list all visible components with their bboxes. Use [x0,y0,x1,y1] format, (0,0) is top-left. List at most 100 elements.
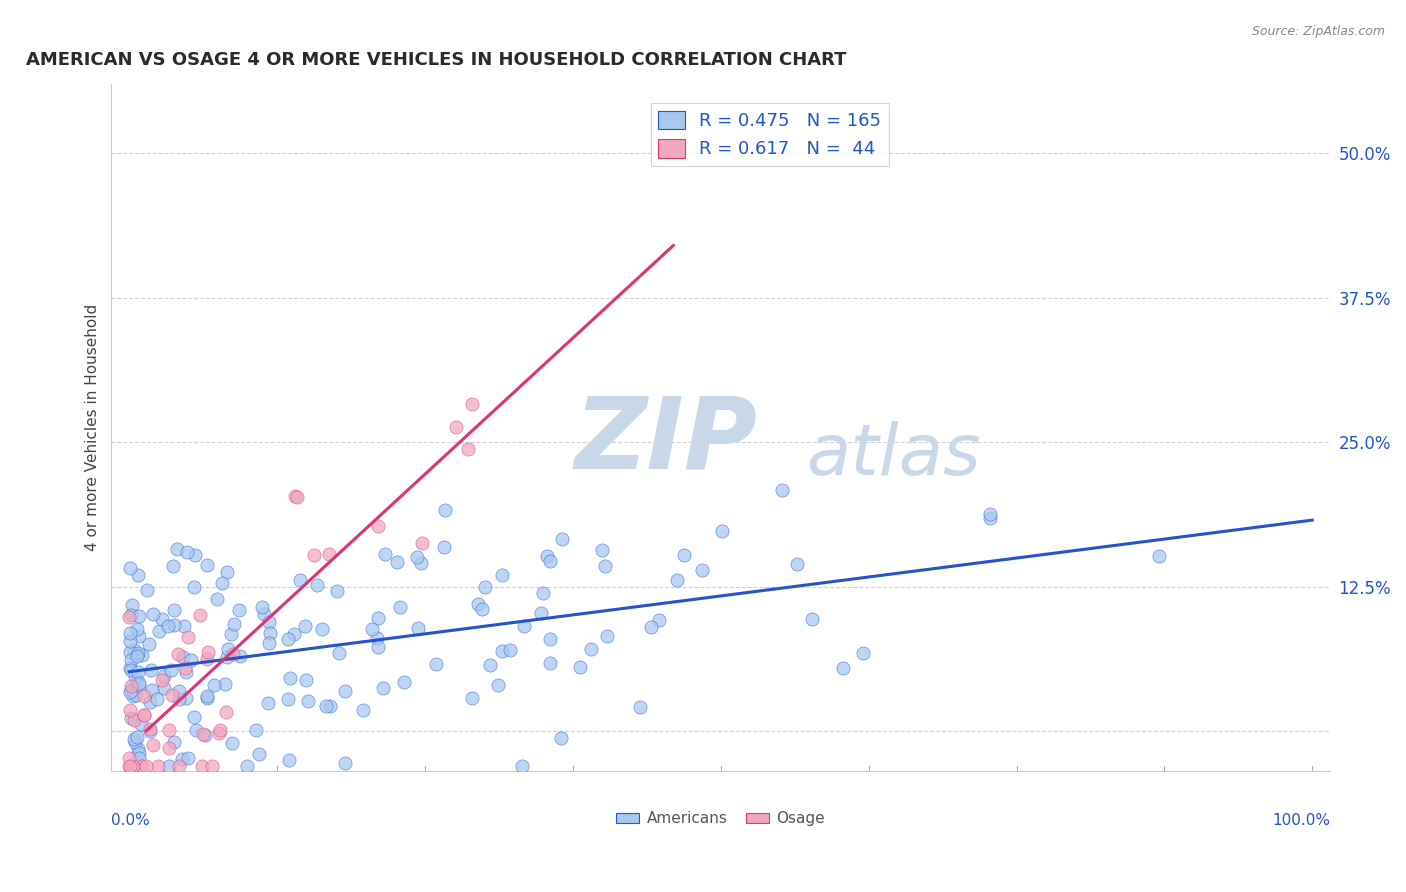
Point [173,660,195,674]
Point [461,397,484,411]
Point [152,681,174,695]
Point [157,619,180,633]
Point [1147,549,1170,563]
Point [128,609,150,624]
Point [183,710,205,724]
Point [259,625,281,640]
Point [141,682,163,697]
Point [228,603,250,617]
Point [157,758,180,772]
Point [579,642,602,657]
Point [215,705,238,719]
Point [142,607,165,621]
Point [405,549,427,564]
Point [127,568,149,582]
Point [208,726,231,740]
Point [373,681,395,696]
Point [214,677,236,691]
Point [394,675,416,690]
Point [197,644,219,658]
Point [285,490,308,504]
Point [166,542,188,557]
Point [221,736,243,750]
Point [474,580,496,594]
Point [195,691,218,706]
Point [510,758,533,772]
Point [173,619,195,633]
Point [831,661,853,675]
Point [315,698,337,713]
Point [176,665,198,679]
Point [131,648,153,662]
Point [710,524,733,538]
Point [121,758,143,772]
Point [122,713,145,727]
Point [128,751,150,765]
Point [253,607,276,622]
Point [367,640,389,654]
Point [121,711,143,725]
Point [770,483,793,497]
Point [124,670,146,684]
Point [491,644,513,658]
Point [120,661,142,675]
Point [219,627,242,641]
Point [259,615,281,630]
Point [461,691,484,706]
Text: Source: ZipAtlas.com: Source: ZipAtlas.com [1251,25,1385,38]
Point [132,690,155,704]
Point [191,758,214,772]
Point [388,600,411,615]
Point [406,621,429,635]
Point [209,723,232,738]
Legend: Americans, Osage: Americans, Osage [610,805,831,832]
Point [325,584,347,599]
Point [124,643,146,657]
Point [245,723,267,738]
Point [121,690,143,704]
Point [135,758,157,772]
Point [183,580,205,594]
Text: AMERICAN VS OSAGE 4 OR MORE VEHICLES IN HOUSEHOLD CORRELATION CHART: AMERICAN VS OSAGE 4 OR MORE VEHICLES IN … [27,51,846,69]
Point [180,653,202,667]
Point [311,622,333,636]
Point [222,616,245,631]
Point [163,603,186,617]
Point [444,419,467,434]
Point [202,677,225,691]
Point [979,507,1001,521]
Point [188,607,211,622]
Point [139,663,162,677]
Point [478,657,501,672]
Point [176,750,198,764]
Point [118,703,141,717]
Point [136,582,159,597]
Point [162,559,184,574]
Point [124,735,146,749]
Point [297,694,319,708]
Point [163,735,186,749]
Point [486,678,509,692]
Point [628,700,651,714]
Point [125,730,148,744]
Point [172,752,194,766]
Point [197,558,219,573]
Text: 0.0%: 0.0% [111,813,150,828]
Point [148,624,170,639]
Point [120,663,142,677]
Point [979,511,1001,525]
Point [124,688,146,702]
Point [207,592,229,607]
Point [127,741,149,756]
Point [499,643,522,657]
Point [352,703,374,717]
Point [425,657,447,671]
Point [120,685,142,699]
Point [277,632,299,646]
Point [150,673,173,687]
Point [366,632,388,646]
Point [434,502,457,516]
Point [538,554,561,568]
Point [118,633,141,648]
Point [666,573,689,587]
